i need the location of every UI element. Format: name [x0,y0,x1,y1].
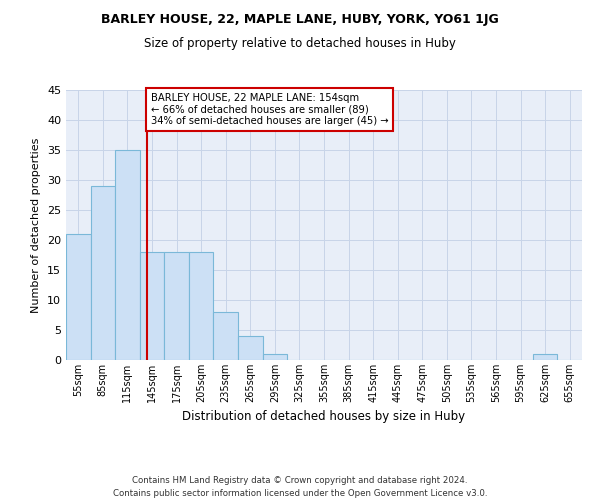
Bar [263,354,287,360]
Text: BARLEY HOUSE, 22 MAPLE LANE: 154sqm
← 66% of detached houses are smaller (89)
34: BARLEY HOUSE, 22 MAPLE LANE: 154sqm ← 66… [151,93,388,126]
Bar [238,336,263,360]
Bar [66,234,91,360]
Bar [189,252,214,360]
Bar [115,150,140,360]
Bar [91,186,115,360]
Text: Size of property relative to detached houses in Huby: Size of property relative to detached ho… [144,38,456,51]
Y-axis label: Number of detached properties: Number of detached properties [31,138,41,312]
Bar [214,312,238,360]
Text: BARLEY HOUSE, 22, MAPLE LANE, HUBY, YORK, YO61 1JG: BARLEY HOUSE, 22, MAPLE LANE, HUBY, YORK… [101,12,499,26]
Bar [164,252,189,360]
Bar [533,354,557,360]
X-axis label: Distribution of detached houses by size in Huby: Distribution of detached houses by size … [182,410,466,424]
Bar [140,252,164,360]
Text: Contains HM Land Registry data © Crown copyright and database right 2024.
Contai: Contains HM Land Registry data © Crown c… [113,476,487,498]
